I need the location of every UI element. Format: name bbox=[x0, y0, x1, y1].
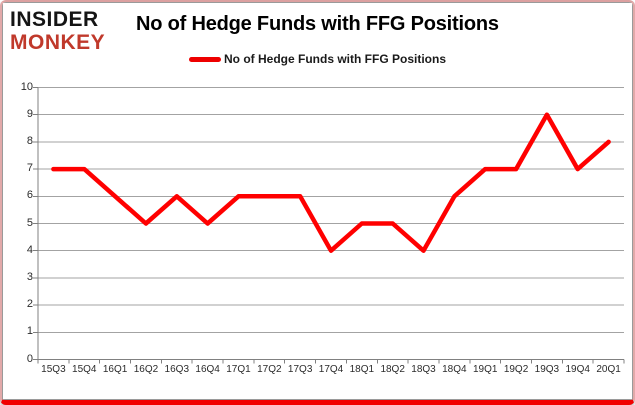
x-axis-tick-label: 17Q4 bbox=[318, 364, 344, 375]
legend-series-label: No of Hedge Funds with FFG Positions bbox=[224, 52, 446, 66]
y-axis-tick-label: 6 bbox=[26, 189, 33, 202]
y-axis-tick-label: 4 bbox=[26, 243, 33, 256]
x-axis-tick-label: 18Q1 bbox=[349, 364, 375, 375]
chart-frame: INSIDER MONKEY No of Hedge Funds with FF… bbox=[2, 2, 633, 400]
x-axis-tick-label: 17Q1 bbox=[226, 364, 251, 375]
legend-line-swatch bbox=[189, 56, 221, 62]
y-axis-tick-label: 8 bbox=[26, 134, 33, 147]
x-axis-tick-label: 16Q2 bbox=[133, 364, 159, 375]
x-axis-tick-label: 16Q4 bbox=[195, 364, 220, 375]
x-axis-tick-label: 19Q1 bbox=[472, 364, 498, 375]
y-axis-tick-label: 0 bbox=[26, 352, 33, 365]
x-axis-tick-label: 19Q2 bbox=[503, 364, 529, 375]
logo-text-insider: INSIDER bbox=[10, 8, 99, 31]
y-axis-tick-label: 7 bbox=[26, 162, 33, 175]
chart-legend: No of Hedge Funds with FFG Positions bbox=[2, 52, 633, 66]
x-axis-tick-label: 17Q3 bbox=[287, 364, 313, 375]
x-axis-tick-label: 19Q3 bbox=[534, 364, 560, 375]
x-axis-tick-label: 20Q1 bbox=[596, 364, 621, 375]
y-axis-tick-label: 2 bbox=[26, 298, 33, 311]
x-axis-tick-label: 15Q3 bbox=[41, 364, 66, 375]
x-axis-tick-label: 16Q3 bbox=[164, 364, 190, 375]
x-axis-tick-label: 18Q2 bbox=[380, 364, 405, 375]
x-axis-tick-label: 16Q1 bbox=[102, 364, 128, 375]
chart-title: No of Hedge Funds with FFG Positions bbox=[136, 13, 499, 35]
y-axis-tick-label: 3 bbox=[26, 270, 33, 283]
x-axis-tick-label: 15Q4 bbox=[72, 364, 97, 375]
x-axis-tick-label: 17Q2 bbox=[257, 364, 282, 375]
y-axis-tick-label: 10 bbox=[20, 80, 33, 93]
x-axis-tick-label: 18Q4 bbox=[442, 364, 467, 375]
y-axis-tick-label: 5 bbox=[26, 216, 33, 229]
insider-monkey-logo: INSIDER MONKEY bbox=[10, 8, 105, 54]
x-axis-tick-label: 18Q3 bbox=[411, 364, 436, 375]
logo-text-monkey: MONKEY bbox=[10, 31, 106, 54]
y-axis-tick-label: 9 bbox=[26, 107, 33, 120]
x-axis-tick-label: 19Q4 bbox=[565, 364, 590, 375]
y-axis-tick-label: 1 bbox=[26, 325, 33, 338]
